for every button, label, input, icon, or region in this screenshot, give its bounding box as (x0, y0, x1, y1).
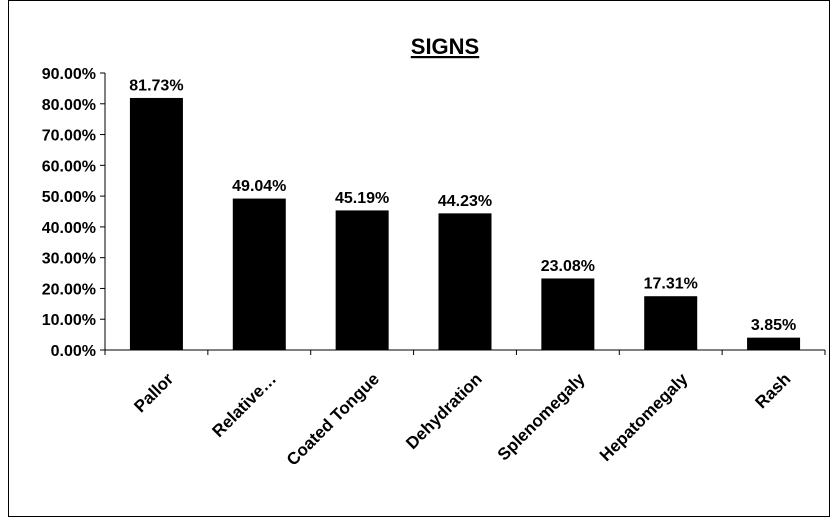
y-tick-label: 50.00% (42, 189, 96, 206)
x-tick-label: Pallor (130, 369, 177, 416)
y-axis: 0.00% 10.00% 20.00% 30.00% 40.00% 50.00% 60.00… (42, 66, 106, 360)
chart-title: SIGNS (411, 34, 479, 59)
data-label: 49.04% (232, 178, 286, 195)
x-tick-label: Dehydration (402, 369, 486, 453)
bar (438, 213, 492, 351)
data-label: 44.23% (438, 193, 492, 210)
x-axis (104, 349, 826, 355)
data-labels: 81.73% 49.04% 45.19% 44.23% 23.08% 17.31% 3.85… (129, 77, 796, 334)
data-label: 17.31% (644, 276, 698, 293)
y-tick-label: 90.00% (42, 66, 96, 83)
x-tick-label: Hepatomegaly (596, 369, 692, 465)
y-tick-label: 60.00% (42, 158, 96, 175)
x-tick-label: Splenomegaly (494, 369, 589, 464)
y-tick-label: 70.00% (42, 128, 96, 145)
bar (129, 97, 183, 351)
x-tick-label: Coated Tongue (283, 369, 383, 469)
data-label: 81.73% (129, 77, 183, 94)
y-tick-label: 40.00% (42, 220, 96, 237)
y-tick-label: 10.00% (42, 312, 96, 329)
bar (335, 210, 389, 351)
data-label: 3.85% (751, 317, 796, 334)
y-tick-label: 20.00% (42, 281, 96, 298)
x-tick-labels: Pallor Relative… Coated Tongue Dehydration S… (130, 369, 794, 469)
x-tick-label: Rash (752, 369, 795, 412)
bar (232, 198, 286, 351)
bar (644, 296, 698, 351)
x-tick-label: Relative… (209, 369, 281, 441)
y-tick-label: 30.00% (42, 251, 96, 268)
bar (747, 337, 801, 351)
data-label: 45.19% (335, 190, 389, 207)
y-tick-label: 0.00% (51, 343, 96, 360)
bar (541, 278, 595, 351)
y-tick-label: 80.00% (42, 97, 96, 114)
bars (129, 97, 801, 351)
data-label: 23.08% (541, 258, 595, 275)
